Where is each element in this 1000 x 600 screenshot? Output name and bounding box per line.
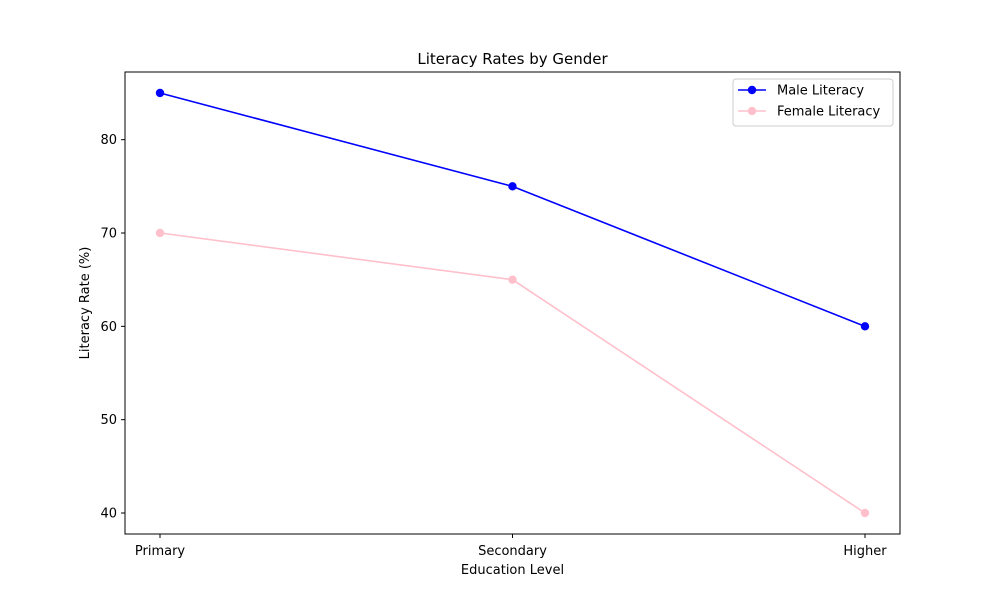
data-point-1-2 (860, 508, 870, 518)
x-tick-label-2: Higher (843, 544, 887, 559)
legend: Male Literacy Female Literacy (732, 78, 894, 127)
y-axis-label: Literacy Rate (%) (78, 247, 93, 360)
legend-label-0: Male Literacy (777, 84, 864, 99)
chart-title: Literacy Rates by Gender (417, 50, 608, 68)
legend-marker-1 (747, 106, 757, 116)
y-tick-label-2: 60 (100, 320, 117, 335)
data-point-1-0 (155, 228, 165, 238)
x-tick-label-0: Primary (135, 544, 186, 559)
y-tick-label-1: 50 (100, 413, 117, 428)
legend-label-1: Female Literacy (777, 105, 881, 120)
x-tick-label-1: Secondary (478, 544, 547, 559)
legend-box (732, 78, 894, 127)
x-axis-label: Education Level (461, 563, 564, 578)
data-point-1-1 (508, 275, 517, 284)
data-point-0-1 (508, 182, 517, 191)
data-point-0-2 (860, 322, 870, 331)
data-point-0-0 (155, 88, 165, 98)
y-tick-label-3: 70 (100, 227, 117, 242)
plot-area: 40 50 60 70 80 Primary Secondary Higher (100, 71, 901, 559)
legend-marker-0 (747, 85, 757, 95)
y-tick-label-0: 40 (100, 507, 117, 522)
y-tick-label-4: 80 (100, 133, 117, 148)
